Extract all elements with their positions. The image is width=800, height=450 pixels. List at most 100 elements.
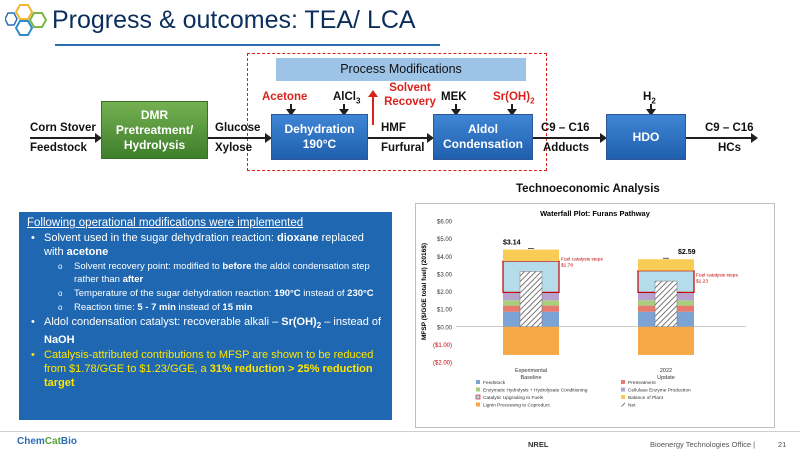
bar-segment-lignin-processing-to-coproduct <box>503 326 559 355</box>
chemcatbio-hex-logo <box>5 4 48 36</box>
sroh2-arrow <box>507 104 517 116</box>
legend-swatch <box>476 402 480 407</box>
waterfall-chart: Waterfall Plot: Furans Pathway $6.00 $5.00… <box>421 209 746 409</box>
legend-swatch <box>621 380 625 384</box>
sub-bullet-time: Reaction time: 5 - 7 min instead of 15 m… <box>27 301 386 314</box>
solvent-recovery-arrow <box>368 90 378 125</box>
panel-heading: Following operational modifications were… <box>27 217 304 229</box>
process-modifications-frame <box>247 53 547 171</box>
h2-arrow <box>646 104 656 116</box>
dehydration-label: Dehydration <box>284 122 355 136</box>
x-category-label: 2022 <box>660 368 672 374</box>
condensation-label: Condensation <box>443 137 523 151</box>
mek-arrow <box>451 104 461 116</box>
legend-swatch <box>476 387 480 392</box>
total-label: $2.59 <box>678 249 696 256</box>
bar-net <box>519 271 543 327</box>
y-tick-label: $0.00 <box>437 325 453 331</box>
feed-label-2: Feedstock <box>30 142 87 154</box>
bar-segment-balance-of-plant <box>503 249 559 262</box>
process-modifications-banner: Process Modifications <box>276 58 526 81</box>
legend-label: Catalytic Upgrading to Fuels <box>483 395 544 401</box>
x-category-label: Update <box>657 375 675 381</box>
sroh2-label: Sr(OH)2 <box>493 91 535 106</box>
waterfall-chart-box: Waterfall Plot: Furans Pathway $6.00 $5.00… <box>415 203 775 428</box>
solvent-recovery-label: Solvent Recovery <box>384 82 436 108</box>
y-tick-label: $6.00 <box>437 220 453 226</box>
y-tick-label: $5.00 <box>437 237 453 243</box>
alcl3-arrow <box>339 104 349 116</box>
y-tick-label: ($2.00) <box>433 361 452 367</box>
annotation-value: $1.23 <box>696 279 708 285</box>
office-label: Bioenergy Technologies Office | <box>650 440 756 449</box>
feed-arrow <box>30 133 102 143</box>
legend-swatch <box>621 395 625 399</box>
glucose-label: Glucose <box>215 122 261 134</box>
step-hdo: HDO <box>606 114 686 160</box>
x-category-label: Baseline <box>520 375 541 381</box>
sub-bullet-temperature: Temperature of the sugar dehydration rea… <box>27 287 386 300</box>
sugar-arrow <box>208 133 272 143</box>
step-dehydration: Dehydration 190°C <box>271 114 368 160</box>
chemcatbio-logo: ChemCatBio <box>17 436 78 447</box>
y-axis-label: MFSP ($/GGE total fuel) (2016$) <box>421 243 428 340</box>
y-tick-label: $1.00 <box>437 308 453 314</box>
nrel-label: NREL <box>528 440 549 449</box>
bar-segment-lignin-processing-to-coproduct <box>638 326 694 355</box>
alcl3-label: AlCl3 <box>333 91 361 106</box>
furfural-label: Furfural <box>381 142 425 154</box>
aldol-label: Aldol <box>468 122 498 136</box>
step-dmr-pretreatment: DMR Pretreatment/ Hydrolysis <box>101 101 208 159</box>
xylose-label: Xylose <box>215 142 253 154</box>
bullet-catalyst: Aldol condensation catalyst: recoverable… <box>27 315 386 347</box>
annotation-title: Fuel catalysis steps <box>696 273 738 279</box>
acetone-label: Acetone <box>262 91 308 103</box>
legend-swatch <box>475 394 481 400</box>
footer-divider <box>0 431 800 432</box>
legend-swatch <box>621 402 625 407</box>
adducts-label: Adducts <box>543 142 589 154</box>
page-title: Progress & outcomes: TEA/ LCA <box>52 6 416 34</box>
total-label: $3.14 <box>503 240 521 247</box>
annotation-value: $1.78 <box>561 263 573 269</box>
chart-title: Waterfall Plot: Furans Pathway <box>540 209 651 218</box>
y-tick-label: $4.00 <box>437 255 453 261</box>
bullet-solvent: Solvent used in the sugar dehydration re… <box>27 231 386 259</box>
y-tick-label: $2.00 <box>437 290 453 296</box>
annotation-title: Fuel catalysis steps <box>561 257 603 263</box>
adducts-arrow <box>533 133 607 143</box>
hmf-arrow <box>368 133 434 143</box>
tea-title: Technoeconomic Analysis <box>516 183 660 195</box>
title-underline <box>55 44 440 46</box>
bar-net <box>654 280 678 327</box>
step-aldol-condensation: Aldol Condensation <box>433 114 533 160</box>
legend-label: Lignin Processing to Coproduct <box>483 403 550 409</box>
acetone-arrow <box>286 104 296 116</box>
h2-label: H2 <box>643 91 656 106</box>
modifications-panel: Following operational modifications were… <box>19 212 392 420</box>
legend-swatch <box>476 380 480 384</box>
legend-label: Enzymatic Hydrolysis + Hydrolysate Condi… <box>483 388 588 394</box>
legend-swatch <box>621 387 625 392</box>
mek-label: MEK <box>441 91 467 103</box>
hcs-range-label: C9 – C16 <box>705 122 754 134</box>
hdo-label: HDO <box>632 129 660 144</box>
x-category-label: Experimental <box>515 368 547 374</box>
dehydration-temp: 190°C <box>302 137 337 151</box>
legend-label: Feedstock <box>483 380 506 386</box>
hmf-label: HMF <box>381 122 406 134</box>
bullet-mfsp-reduction: Catalysis-attributed contributions to MF… <box>27 348 386 390</box>
adducts-range-label: C9 – C16 <box>541 122 590 134</box>
legend-label: Pretreatment <box>628 380 656 386</box>
page-number: 21 <box>778 440 787 449</box>
feed-label-1: Corn Stover <box>30 122 96 134</box>
y-tick-label: ($1.00) <box>433 343 452 349</box>
bar-segment-balance-of-plant <box>638 259 694 271</box>
hcs-label: HCs <box>718 142 742 154</box>
legend-label: Cellulase Enzyme Production <box>628 388 691 394</box>
legend-label: Net <box>628 403 636 409</box>
legend-label: Balance of Plant <box>628 395 664 401</box>
hdo-arrow <box>686 133 758 143</box>
step-dmr-label: DMR Pretreatment/ Hydrolysis <box>115 107 194 152</box>
sub-bullet-recovery: Solvent recovery point: modified to befo… <box>27 260 386 286</box>
